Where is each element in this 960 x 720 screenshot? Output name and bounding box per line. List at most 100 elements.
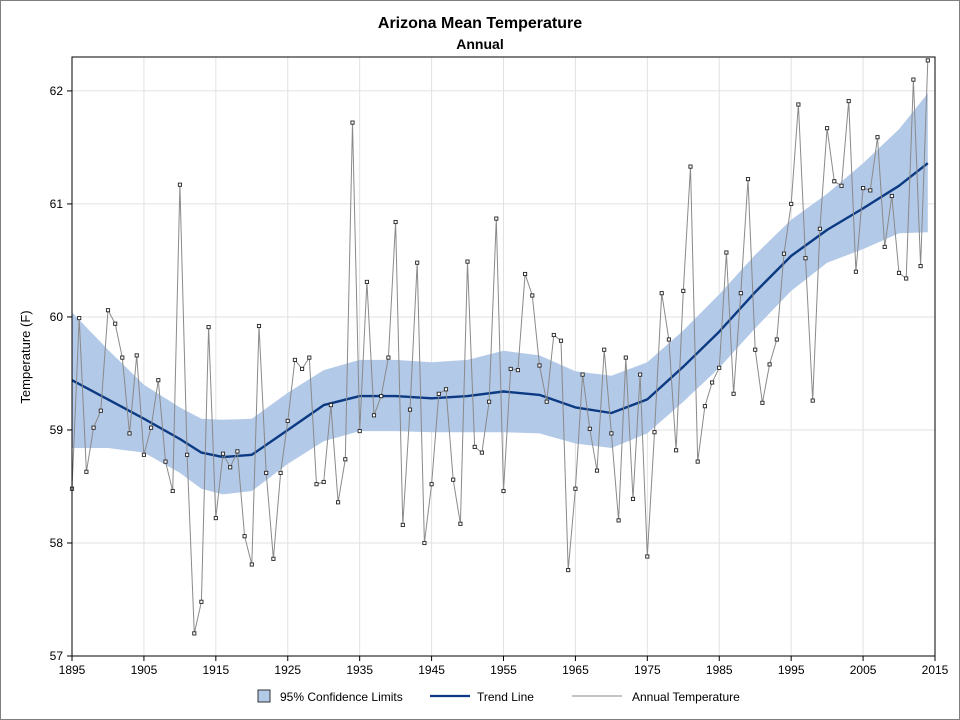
annual-temperature-point (896, 270, 902, 275)
annual-temperature-point (580, 372, 585, 377)
annual-temperature-point (810, 398, 815, 403)
annual-temperature-point (113, 321, 118, 326)
annual-temperature-point (177, 182, 182, 187)
annual-temperature-point (307, 355, 312, 360)
annual-temperature-point (285, 418, 290, 423)
annual-temperature-point (537, 363, 542, 368)
annual-temperature-point (753, 347, 758, 352)
x-tick-label: 2015 (922, 663, 949, 677)
annual-temperature-point (645, 554, 650, 559)
annual-temperature-point (918, 264, 923, 269)
annual-temperature-point (134, 353, 139, 358)
annual-temperature-point (508, 366, 513, 371)
annual-temperature-point (393, 219, 398, 225)
annual-temperature-point (163, 459, 168, 464)
annual-temperature-point (336, 500, 341, 505)
y-tick-label: 59 (50, 423, 64, 437)
annual-temperature-point (185, 452, 190, 457)
annual-temperature-point (738, 291, 743, 296)
annual-temperature-point (702, 404, 707, 409)
annual-temperature-point (904, 276, 909, 281)
annual-temperature-point (623, 355, 628, 360)
annual-temperature-point (228, 465, 233, 470)
annual-temperature-point (271, 556, 276, 561)
annual-temperature-point (695, 459, 700, 464)
annual-temperature-point (587, 426, 592, 431)
annual-temperature-point (566, 568, 571, 573)
x-tick-label: 2005 (850, 663, 877, 677)
chart-title: Arizona Mean Temperature (377, 15, 583, 32)
confidence-band-layer (72, 93, 928, 495)
legend: 95% Confidence Limits Trend Line Annual … (257, 689, 740, 704)
annual-temperature-point (573, 486, 578, 491)
annual-temperature-point (220, 451, 226, 456)
annual-temperature-point (710, 380, 715, 385)
annual-temperature-point (278, 470, 283, 475)
annual-temperature-point (501, 488, 506, 494)
confidence-band (72, 93, 928, 495)
annual-temperature-point (882, 244, 887, 249)
annual-temperature-point (206, 325, 211, 330)
annual-temperature-point (832, 179, 837, 184)
annual-temperature-point (91, 425, 96, 430)
annual-temperature-point (767, 362, 772, 367)
annual-temperature-point (494, 216, 499, 221)
annual-temperature-point (544, 399, 549, 404)
annual-temperature-point (379, 394, 384, 399)
annual-temperature-point (717, 365, 722, 370)
chart-subtitle: Annual (456, 36, 504, 52)
annual-temperature-point (558, 338, 564, 343)
annual-temperature-point (451, 477, 456, 482)
annual-temperature-point (264, 470, 269, 475)
x-tick-label: 1915 (202, 663, 229, 677)
annual-temperature-point (530, 293, 535, 298)
annual-temperature-point (242, 534, 247, 539)
annual-temperature-point (127, 431, 132, 436)
annual-temperature-point (602, 347, 607, 352)
x-tick-label: 1945 (418, 663, 445, 677)
annual-temperature-point (789, 201, 794, 206)
y-tick-label: 61 (50, 197, 64, 211)
annual-temperature-point (371, 413, 377, 418)
annual-temperature-point (616, 518, 621, 523)
annual-temperature-point (925, 58, 930, 63)
annual-temperature-point (853, 269, 858, 274)
annual-temperature-point (523, 271, 528, 277)
annual-temperature-point (911, 77, 916, 82)
annual-temperature-point (781, 251, 787, 256)
x-tick-label: 1965 (562, 663, 589, 677)
annual-temperature-point (364, 279, 369, 284)
annual-temperature-point (846, 99, 851, 104)
annual-temperature-point (213, 516, 218, 521)
annual-temperature-point (479, 450, 484, 455)
annual-temperature-point (774, 337, 779, 342)
annual-temperature-point (156, 378, 161, 383)
annual-temperature-point (875, 135, 880, 140)
annual-temperature-point (350, 120, 355, 125)
annual-temperature-point (817, 226, 822, 231)
y-tick-label: 60 (50, 310, 64, 324)
annual-temperature-point (407, 407, 413, 412)
annual-temperature-point (465, 259, 470, 264)
annual-temperature-point (803, 256, 808, 261)
annual-temperature-point (84, 469, 89, 474)
x-tick-label: 1985 (706, 663, 733, 677)
x-tick-label: 1925 (274, 663, 301, 677)
x-tick-label: 1995 (778, 663, 805, 677)
annual-temperature-point (551, 332, 556, 338)
annual-temperature-point (149, 425, 154, 430)
annual-temperature-point (861, 186, 866, 191)
x-tick-label: 1935 (346, 663, 373, 677)
annual-temperature-point (724, 250, 729, 255)
annual-temperature-point (98, 408, 103, 413)
legend-label-confidence: 95% Confidence Limits (280, 690, 403, 704)
annual-temperature-point (357, 429, 362, 434)
annual-temperature-point (429, 482, 434, 487)
annual-temperature-point (170, 488, 175, 494)
x-axis: 1895 1905 1915 1925 1935 1945 1955 1965 1975 1985… (59, 656, 949, 677)
annual-temperature-point (681, 288, 686, 293)
annual-temperature-point (321, 479, 326, 485)
x-tick-label: 1955 (490, 663, 517, 677)
annual-temperature-point (609, 431, 614, 436)
